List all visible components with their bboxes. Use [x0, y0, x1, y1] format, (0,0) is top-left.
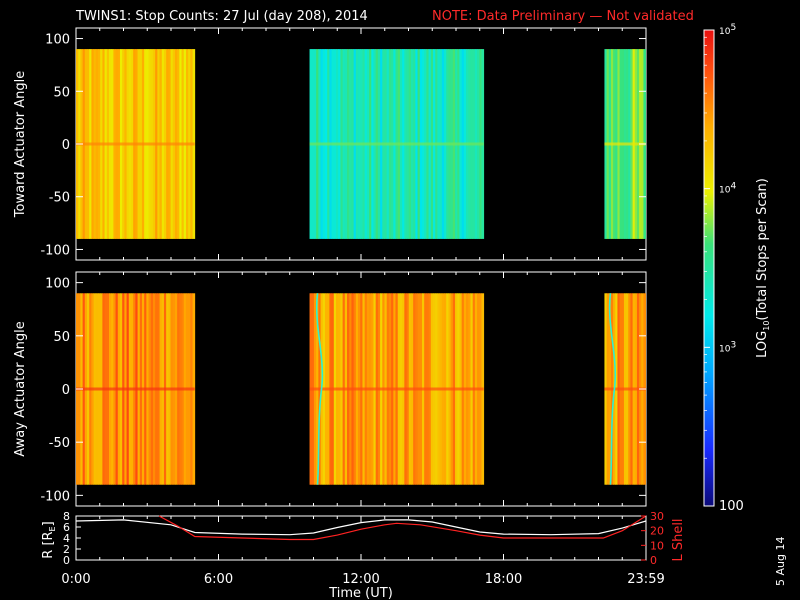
ytick-label: -50 — [49, 191, 70, 206]
colorbar-gradient — [703, 29, 715, 507]
ytick-label: -100 — [40, 243, 70, 258]
toward-actuator-heatmap: 100 50 0 -50 -100 Toward Actuator Angle — [13, 27, 647, 261]
panel1-ylabel: Toward Actuator Angle — [13, 71, 28, 218]
ytick-label: 50 — [53, 85, 70, 100]
ytick-label: 50 — [53, 330, 70, 345]
p2-data-block-1 — [309, 293, 485, 485]
xtick-label: 6:00 — [204, 572, 233, 587]
panel3-ylabel-right: L Shell — [671, 518, 686, 561]
r-series-line — [75, 519, 647, 536]
ytick-label-left: 8 — [63, 510, 70, 523]
panel3-ylabel-left: R [RE] — [41, 521, 57, 558]
zero-angle-stripe — [309, 387, 484, 391]
p1-data-block-0 — [76, 49, 196, 239]
colorbar-tick-label: 104 — [719, 182, 736, 196]
ytick-label-right: 20 — [650, 525, 664, 538]
zero-angle-stripe — [604, 387, 646, 391]
ytick-label: -50 — [49, 436, 70, 451]
colorbar-tick-label: 105 — [719, 23, 736, 37]
ytick-label-right: 10 — [650, 539, 664, 552]
zero-angle-stripe — [76, 142, 195, 146]
xtick-label: 12:00 — [342, 572, 379, 587]
ytick-label: 100 — [45, 277, 70, 292]
ytick-label: 0 — [62, 138, 70, 153]
ytick-label: 0 — [62, 383, 70, 398]
p1-data-block-1 — [309, 49, 485, 239]
chart-title: TWINS1: Stop Counts: 27 Jul (day 208), 2… — [75, 9, 368, 24]
ytick-label-left: 4 — [63, 532, 70, 545]
ytick-label-right: 0 — [650, 554, 657, 567]
xtick-label: 23:59 — [627, 572, 664, 587]
xtick-label: 0:00 — [61, 572, 90, 587]
ytick-label: -100 — [40, 489, 70, 504]
preliminary-note: NOTE: Data Preliminary — Not validated — [432, 9, 694, 24]
colorbar-tick-label: 103 — [719, 340, 736, 354]
colorbar-label: LOG10(Total Stops per Scan) — [755, 178, 771, 358]
xtick-label: 18:00 — [485, 572, 522, 587]
zero-angle-stripe — [604, 142, 646, 146]
render-date: 5 Aug 14 — [774, 537, 787, 586]
away-actuator-heatmap: 100 50 0 -50 -100 Away Actuator Angle — [13, 271, 647, 507]
zero-angle-stripe — [309, 142, 484, 146]
p2-data-block-0 — [76, 293, 196, 485]
ytick-label-left: 0 — [63, 554, 70, 567]
lshell-series-line — [158, 515, 647, 541]
ytick-label-left: 6 — [63, 521, 70, 534]
ytick-label-left: 2 — [63, 543, 70, 556]
x-axis-label: Time (UT) — [328, 586, 393, 600]
colorbar-tick-label: 100 — [719, 499, 744, 514]
loss-cone-curve — [608, 293, 616, 485]
zero-angle-stripe — [76, 387, 195, 391]
panel2-ylabel: Away Actuator Angle — [13, 321, 28, 456]
colorbar: 105 104 103 100 LOG10(Total Stops per Scan) — [703, 23, 771, 514]
ytick-label: 100 — [45, 33, 70, 48]
ytick-label-right: 30 — [650, 510, 664, 523]
loss-cone-curve — [315, 293, 324, 485]
